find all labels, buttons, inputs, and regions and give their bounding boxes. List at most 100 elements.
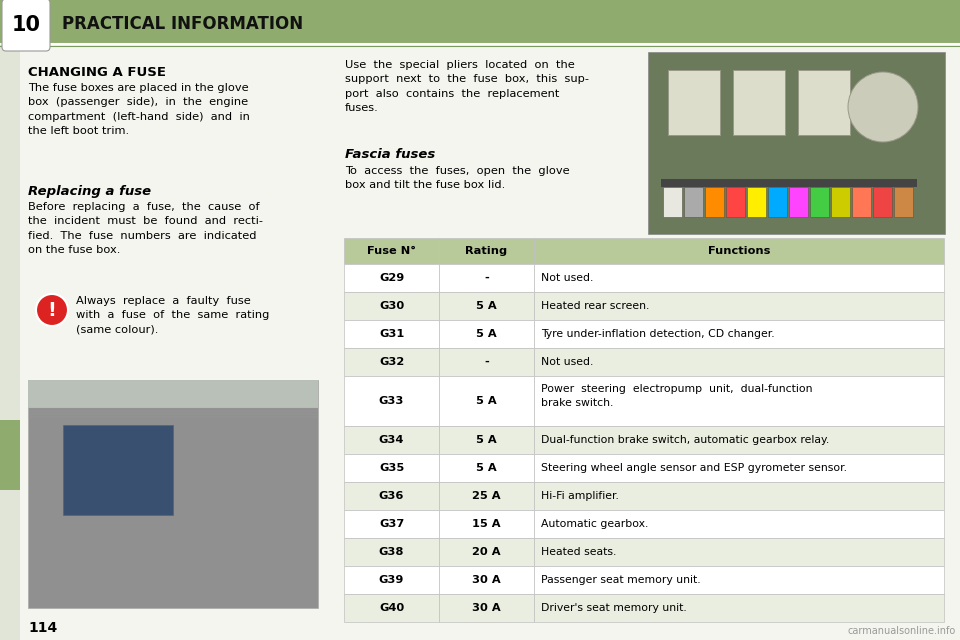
Bar	[439, 482, 534, 510]
Bar	[439, 454, 534, 482]
Text: G38: G38	[379, 547, 404, 557]
Text: To  access  the  fuses,  open  the  glove
box and tilt the fuse box lid.: To access the fuses, open the glove box …	[345, 166, 569, 190]
Bar	[852, 187, 871, 217]
Text: CHANGING A FUSE: CHANGING A FUSE	[28, 66, 166, 79]
Text: G34: G34	[379, 435, 404, 445]
Text: G36: G36	[379, 491, 404, 501]
Bar	[798, 70, 850, 135]
Text: G32: G32	[379, 357, 404, 367]
Bar	[789, 187, 808, 217]
Bar	[439, 426, 534, 454]
Text: Fuse N°: Fuse N°	[367, 246, 416, 256]
Bar	[439, 238, 534, 264]
Bar	[534, 510, 944, 538]
Text: PRACTICAL INFORMATION: PRACTICAL INFORMATION	[62, 15, 303, 33]
Text: -: -	[484, 273, 489, 283]
Bar	[344, 426, 439, 454]
Bar	[344, 348, 439, 376]
Bar	[534, 482, 944, 510]
Bar	[344, 594, 439, 622]
Text: Functions: Functions	[708, 246, 770, 256]
Bar	[534, 566, 944, 594]
Bar	[0, 420, 20, 490]
Bar	[534, 594, 944, 622]
Bar	[63, 425, 173, 515]
Text: -: -	[484, 357, 489, 367]
Text: 5 A: 5 A	[476, 301, 497, 311]
Bar	[534, 454, 944, 482]
Text: 5 A: 5 A	[476, 396, 497, 406]
Text: carmanualsonline.info: carmanualsonline.info	[848, 626, 956, 636]
Text: G37: G37	[379, 519, 404, 529]
Text: Automatic gearbox.: Automatic gearbox.	[541, 519, 648, 529]
Bar	[439, 594, 534, 622]
Bar	[534, 238, 944, 264]
Bar	[344, 376, 439, 426]
Bar	[344, 510, 439, 538]
Text: Dual-function brake switch, automatic gearbox relay.: Dual-function brake switch, automatic ge…	[541, 435, 829, 445]
Bar	[684, 187, 703, 217]
Text: Replacing a fuse: Replacing a fuse	[28, 185, 151, 198]
Bar	[344, 482, 439, 510]
Bar	[0, 44, 20, 640]
Circle shape	[36, 294, 68, 326]
Bar	[768, 187, 787, 217]
Bar	[439, 538, 534, 566]
Bar	[439, 376, 534, 426]
Bar	[894, 187, 913, 217]
Text: G40: G40	[379, 603, 404, 613]
Text: !: !	[48, 301, 57, 319]
Circle shape	[848, 72, 918, 142]
Bar	[344, 566, 439, 594]
Bar	[747, 187, 766, 217]
Bar	[733, 70, 785, 135]
Text: Heated rear screen.: Heated rear screen.	[541, 301, 649, 311]
Bar	[534, 264, 944, 292]
Bar	[344, 238, 439, 264]
Bar	[439, 510, 534, 538]
Text: G33: G33	[379, 396, 404, 406]
Bar	[28, 380, 318, 608]
Text: Fascia fuses: Fascia fuses	[345, 148, 435, 161]
Bar	[534, 376, 944, 426]
Text: Heated seats.: Heated seats.	[541, 547, 616, 557]
Bar	[534, 538, 944, 566]
Bar	[810, 187, 829, 217]
Text: Hi-Fi amplifier.: Hi-Fi amplifier.	[541, 491, 619, 501]
Text: G30: G30	[379, 301, 404, 311]
Text: Always  replace  a  faulty  fuse
with  a  fuse  of  the  same  rating
(same colo: Always replace a faulty fuse with a fuse…	[76, 296, 270, 335]
Bar	[534, 426, 944, 454]
Text: Tyre under-inflation detection, CD changer.: Tyre under-inflation detection, CD chang…	[541, 329, 775, 339]
Text: G39: G39	[379, 575, 404, 585]
Bar	[726, 187, 745, 217]
Bar	[534, 320, 944, 348]
Bar	[344, 538, 439, 566]
Bar	[831, 187, 850, 217]
Text: G35: G35	[379, 463, 404, 473]
Text: 30 A: 30 A	[472, 575, 501, 585]
Bar	[0, 0, 960, 44]
Text: Passenger seat memory unit.: Passenger seat memory unit.	[541, 575, 701, 585]
Bar	[344, 320, 439, 348]
Bar	[534, 292, 944, 320]
Bar	[439, 292, 534, 320]
Text: The fuse boxes are placed in the glove
box  (passenger  side),  in  the  engine
: The fuse boxes are placed in the glove b…	[28, 83, 250, 136]
Text: Steering wheel angle sensor and ESP gyrometer sensor.: Steering wheel angle sensor and ESP gyro…	[541, 463, 847, 473]
Bar	[439, 348, 534, 376]
Text: Rating: Rating	[466, 246, 508, 256]
Text: Not used.: Not used.	[541, 357, 593, 367]
Text: Driver's seat memory unit.: Driver's seat memory unit.	[541, 603, 686, 613]
Text: G29: G29	[379, 273, 404, 283]
Text: G31: G31	[379, 329, 404, 339]
Text: 5 A: 5 A	[476, 463, 497, 473]
Bar	[439, 566, 534, 594]
Text: 30 A: 30 A	[472, 603, 501, 613]
Bar	[439, 264, 534, 292]
Text: 25 A: 25 A	[472, 491, 501, 501]
Text: Before  replacing  a  fuse,  the  cause  of
the  incident  must  be  found  and : Before replacing a fuse, the cause of th…	[28, 202, 263, 255]
Bar	[873, 187, 892, 217]
Text: 114: 114	[28, 621, 58, 635]
Bar	[648, 52, 945, 234]
Bar	[344, 264, 439, 292]
Text: Use  the  special  pliers  located  on  the
support  next  to  the  fuse  box,  : Use the special pliers located on the su…	[345, 60, 589, 113]
